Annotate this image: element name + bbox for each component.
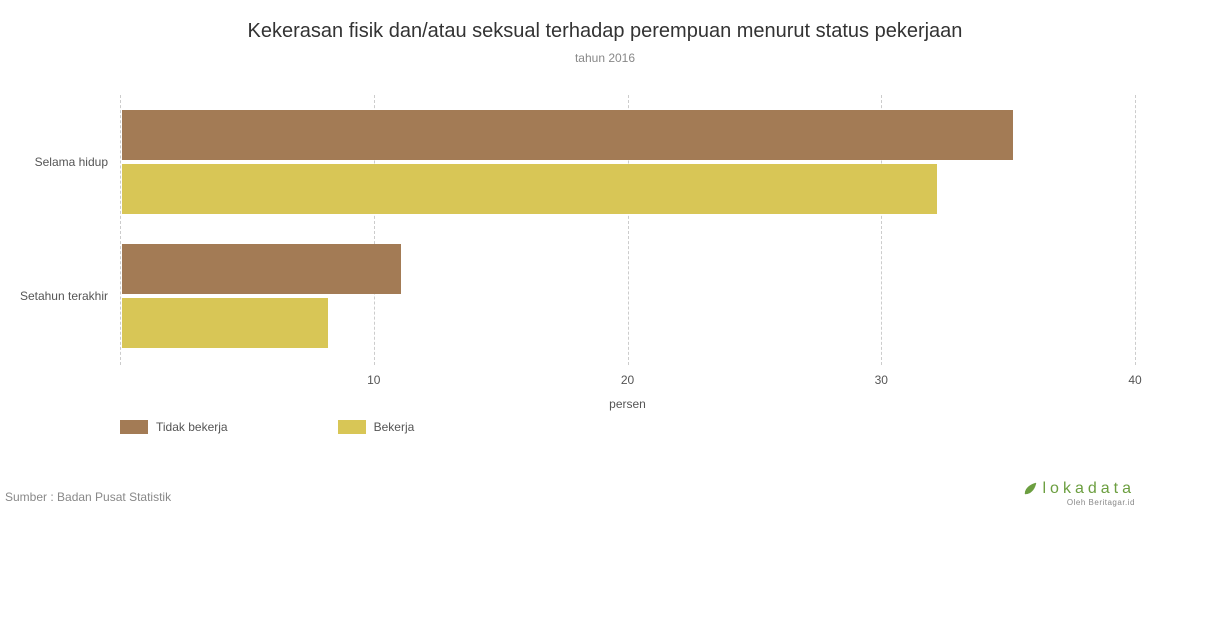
legend-item-bekerja: Bekerja bbox=[338, 420, 415, 434]
bar bbox=[122, 244, 401, 294]
y-category-label: Selama hidup bbox=[35, 155, 108, 169]
legend-label: Bekerja bbox=[374, 420, 415, 434]
logo-sub: Oleh Beritagar.id bbox=[1023, 498, 1136, 507]
x-tick: 20 bbox=[621, 373, 634, 387]
logo-text: lokadata bbox=[1043, 480, 1136, 498]
logo-main: lokadata bbox=[1023, 480, 1136, 498]
x-tick: 10 bbox=[367, 373, 380, 387]
x-tick: 30 bbox=[875, 373, 888, 387]
bar bbox=[122, 110, 1013, 160]
y-category-label: Setahun terakhir bbox=[20, 289, 108, 303]
bar bbox=[122, 164, 937, 214]
source-text: Sumber : Badan Pusat Statistik bbox=[5, 490, 171, 504]
chart-subtitle: tahun 2016 bbox=[0, 51, 1210, 65]
x-tick: 40 bbox=[1128, 373, 1141, 387]
gridline bbox=[1135, 95, 1136, 365]
chart-plot-area: 10203040persenSelama hidupSetahun terakh… bbox=[120, 95, 1135, 365]
x-axis-label: persen bbox=[609, 397, 646, 411]
chart-title: Kekerasan fisik dan/atau seksual terhada… bbox=[0, 0, 1210, 43]
bar bbox=[122, 298, 328, 348]
legend-swatch bbox=[120, 420, 148, 434]
legend-swatch bbox=[338, 420, 366, 434]
logo: lokadata Oleh Beritagar.id bbox=[1023, 480, 1136, 507]
legend-item-tidak-bekerja: Tidak bekerja bbox=[120, 420, 228, 434]
legend-label: Tidak bekerja bbox=[156, 420, 228, 434]
gridline bbox=[120, 95, 121, 365]
legend: Tidak bekerja Bekerja bbox=[120, 420, 414, 434]
leaf-icon bbox=[1023, 482, 1037, 496]
